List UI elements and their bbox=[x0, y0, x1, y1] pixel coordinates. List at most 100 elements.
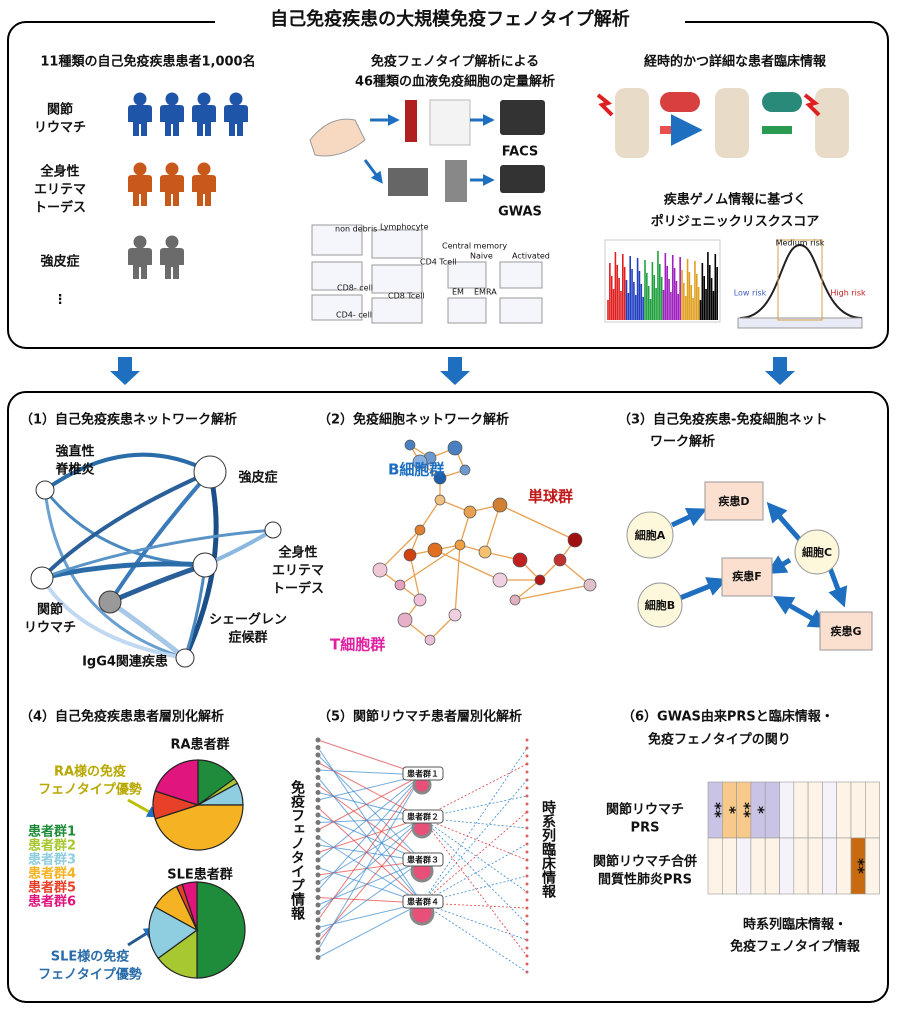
feature-dot bbox=[315, 827, 321, 833]
cell-node bbox=[567, 532, 583, 548]
link bbox=[421, 779, 528, 904]
heat-cell bbox=[822, 781, 838, 839]
panel-title: （3）自己免疫疾患-免疫細胞ネット bbox=[618, 412, 827, 428]
clinical-dot bbox=[525, 794, 529, 798]
significance: ** bbox=[707, 802, 725, 818]
feature-dot bbox=[315, 737, 321, 743]
panel-title: （6）GWAS由来PRSと臨床情報・ bbox=[622, 709, 834, 725]
cell-label: 細胞A bbox=[635, 528, 666, 542]
cell-node bbox=[463, 505, 477, 519]
clinical-dot bbox=[525, 834, 529, 838]
cell-node bbox=[397, 612, 413, 628]
group-label: リウマチ bbox=[34, 121, 86, 136]
link bbox=[317, 774, 423, 861]
cell-network bbox=[372, 439, 597, 646]
annotation-arrow bbox=[127, 927, 157, 947]
link bbox=[317, 774, 423, 831]
link bbox=[421, 902, 528, 973]
gate-label: Lymphocyte bbox=[380, 223, 429, 232]
heat-cell bbox=[707, 837, 723, 895]
feature-dot bbox=[315, 902, 321, 908]
link bbox=[317, 860, 423, 906]
link bbox=[317, 777, 423, 904]
cell-node bbox=[553, 553, 567, 567]
heat-cell bbox=[836, 781, 852, 839]
risk-label: Low risk bbox=[734, 289, 767, 298]
cell-edge bbox=[399, 544, 461, 586]
feature-dot bbox=[315, 887, 321, 893]
cell-node bbox=[427, 542, 443, 558]
link bbox=[421, 811, 528, 904]
disease-nodes bbox=[30, 455, 282, 668]
annotation: RA様の免疫 bbox=[54, 764, 126, 780]
clinical-dot bbox=[525, 738, 529, 742]
link bbox=[317, 747, 423, 904]
pie-title: SLE患者群 bbox=[167, 867, 233, 883]
group-label: T細胞群 bbox=[330, 636, 385, 654]
clinical-dot bbox=[525, 914, 529, 918]
gate-label: EM bbox=[452, 288, 464, 297]
link bbox=[421, 817, 528, 861]
link bbox=[317, 902, 423, 958]
legend-entry: 患者群1 bbox=[28, 824, 76, 840]
feature-dot bbox=[315, 857, 321, 863]
title: 自己免疫疾患の大規模免疫フェノタイプ解析 bbox=[270, 8, 630, 30]
cell-node bbox=[534, 574, 546, 586]
clinical-illustration bbox=[596, 88, 849, 158]
cluster-tag bbox=[402, 809, 444, 824]
gwas-label: GWAS bbox=[498, 205, 542, 220]
link bbox=[421, 902, 528, 941]
axis-label: 免疫フェノタイプ情報 bbox=[289, 779, 305, 921]
link bbox=[317, 807, 423, 904]
annotation-arrow bbox=[127, 798, 160, 818]
clinical-dot bbox=[525, 850, 529, 854]
link bbox=[421, 843, 528, 904]
heat-cell bbox=[750, 837, 766, 895]
pie-title: RA患者群 bbox=[170, 737, 229, 753]
feature-dot bbox=[315, 955, 321, 960]
node-label: 強直性 bbox=[55, 444, 94, 460]
group-label: トーデス bbox=[34, 200, 86, 216]
disease-label: 疾患F bbox=[732, 569, 762, 583]
disease-label: 疾患G bbox=[830, 624, 861, 638]
node-label: 脊椎炎 bbox=[54, 462, 94, 478]
panel-title: （4）自己免疫疾患患者層別化解析 bbox=[20, 709, 224, 725]
feature-dot bbox=[315, 850, 321, 855]
significance: * bbox=[721, 806, 739, 814]
cell-node bbox=[454, 539, 466, 551]
row-label: 関節リウマチ bbox=[606, 802, 684, 818]
panel-title: （1）自己免疫疾患ネットワーク解析 bbox=[20, 412, 237, 428]
panel-title: （5）関節リウマチ患者層別化解析 bbox=[318, 709, 522, 725]
prs-title: 疾患ゲノム情報に基づく bbox=[664, 192, 807, 208]
cell-label: 細胞C bbox=[802, 545, 832, 559]
link bbox=[317, 754, 423, 862]
gate-label: non debris bbox=[335, 225, 377, 234]
cell-node bbox=[492, 497, 508, 513]
significance: ** bbox=[735, 802, 753, 818]
cell-node bbox=[413, 593, 427, 607]
feature-dot bbox=[315, 767, 321, 773]
feature-dot bbox=[315, 895, 321, 900]
legend-entry: 患者群4 bbox=[28, 866, 76, 882]
clinical-dot bbox=[525, 930, 529, 934]
pie-slice bbox=[154, 759, 199, 806]
cell-node bbox=[414, 524, 426, 536]
feature-dot bbox=[315, 842, 321, 848]
gate-label: EMRA bbox=[474, 288, 497, 297]
cell-node bbox=[512, 552, 528, 568]
feature-dot bbox=[315, 835, 321, 840]
heat-cell bbox=[822, 837, 838, 895]
legend-entry: 患者群5 bbox=[28, 880, 76, 896]
disease-boxes bbox=[704, 481, 873, 651]
axis-label: 時系列臨床情報 bbox=[540, 799, 556, 899]
clinical-dot bbox=[525, 946, 529, 950]
gate-label: Activated bbox=[512, 252, 550, 261]
cell-label: 細胞B bbox=[645, 598, 675, 612]
feature-dot bbox=[315, 775, 321, 780]
cell-node bbox=[412, 454, 428, 470]
feature-dot bbox=[315, 872, 321, 878]
feature-dot bbox=[315, 790, 321, 795]
significance: ** bbox=[850, 858, 868, 874]
cluster-tag bbox=[402, 766, 444, 781]
manhattan-plot bbox=[604, 239, 721, 323]
